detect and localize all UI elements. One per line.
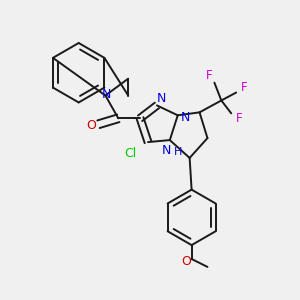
- Text: N: N: [181, 111, 190, 124]
- Text: O: O: [182, 256, 192, 268]
- Text: N: N: [162, 143, 172, 157]
- Text: F: F: [236, 112, 242, 125]
- Text: N: N: [157, 92, 167, 105]
- Text: O: O: [87, 119, 97, 132]
- Text: H: H: [174, 147, 182, 157]
- Text: N: N: [102, 88, 111, 101]
- Text: F: F: [241, 81, 247, 94]
- Text: F: F: [206, 69, 213, 82]
- Text: Cl: Cl: [124, 148, 136, 160]
